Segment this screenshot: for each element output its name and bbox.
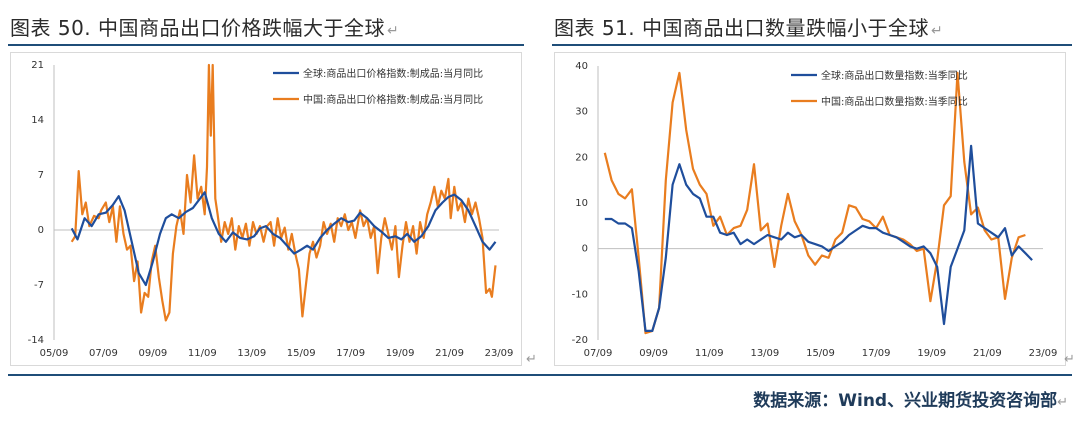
y-tick-label: 30 [575, 107, 588, 118]
y-tick-label: -14 [28, 335, 44, 346]
x-tick-label: 15/09 [806, 348, 835, 359]
return-mark-icon: ↵ [387, 23, 400, 39]
x-tick-label: 09/09 [138, 348, 167, 359]
y-tick-label: 10 [575, 198, 588, 209]
return-mark-icon: ↵ [1057, 395, 1068, 410]
left-chart-title: 图表 50. 中国商品出口价格跌幅大于全球 ↵ [10, 16, 400, 40]
return-mark-icon: ↵ [1064, 352, 1075, 367]
x-tick-label: 09/09 [639, 348, 668, 359]
left-title-rule [8, 44, 524, 46]
right-title-rule [552, 44, 1072, 46]
x-tick-label: 05/09 [40, 348, 69, 359]
right-chart-title: 图表 51. 中国商品出口数量跌幅小于全球 ↵ [554, 16, 944, 40]
y-tick-label: 7 [38, 170, 44, 181]
left-chart-svg: -14 -7 0 7 14 21 05/09 07/09 09/09 11/09 13/09 15/… [28, 60, 514, 359]
legend-label: 中国:商品出口数量指数:当季同比 [821, 95, 968, 108]
x-tick-label: 13/09 [237, 348, 266, 359]
x-tick-label: 13/09 [750, 348, 779, 359]
x-tick-label: 23/09 [1029, 348, 1058, 359]
series-line [70, 191, 497, 287]
y-tick-label: 20 [575, 152, 588, 163]
y-tick-label: -20 [572, 335, 588, 346]
y-tick-label: 0 [582, 244, 588, 255]
legend-label: 中国:商品出口价格指数:制成品:当月同比 [303, 93, 483, 106]
x-tick-label: 23/09 [485, 348, 514, 359]
x-tick-label: 11/09 [695, 348, 724, 359]
right-chart-panel: -20 -10 0 10 20 30 40 07/09 09/09 11/09 13/09 15/0… [554, 52, 1066, 366]
y-tick-label: 21 [31, 60, 44, 71]
y-tick-label: 40 [575, 61, 588, 72]
y-tick-label: 0 [38, 225, 44, 236]
series-line [603, 71, 1026, 335]
left-chart-panel: -14 -7 0 7 14 21 05/09 07/09 09/09 11/09 13/09 15/… [10, 52, 522, 366]
x-tick-label: 17/09 [336, 348, 365, 359]
legend-label: 全球:商品出口价格指数:制成品:当月同比 [303, 67, 483, 80]
x-tick-label: 17/09 [862, 348, 891, 359]
x-tick-label: 19/09 [917, 348, 946, 359]
x-tick-label: 07/09 [584, 348, 613, 359]
footer-rule [8, 374, 1072, 376]
y-tick-label: 14 [31, 115, 44, 126]
legend-label: 全球:商品出口数量指数:当季同比 [821, 69, 968, 82]
data-source: 数据来源：Wind、兴业期货投资咨询部↵ [753, 391, 1068, 411]
x-tick-label: 15/09 [287, 348, 316, 359]
x-tick-label: 07/09 [89, 348, 118, 359]
return-mark-icon: ↵ [526, 352, 537, 367]
x-tick-label: 19/09 [386, 348, 415, 359]
x-tick-label: 21/09 [973, 348, 1002, 359]
y-tick-label: -10 [572, 289, 588, 300]
right-chart-svg: -20 -10 0 10 20 30 40 07/09 09/09 11/09 13/09 15/0… [572, 61, 1058, 359]
y-tick-label: -7 [34, 280, 44, 291]
series-line [604, 144, 1033, 332]
x-tick-label: 21/09 [435, 348, 464, 359]
x-tick-label: 11/09 [188, 348, 217, 359]
return-mark-icon: ↵ [931, 23, 944, 39]
